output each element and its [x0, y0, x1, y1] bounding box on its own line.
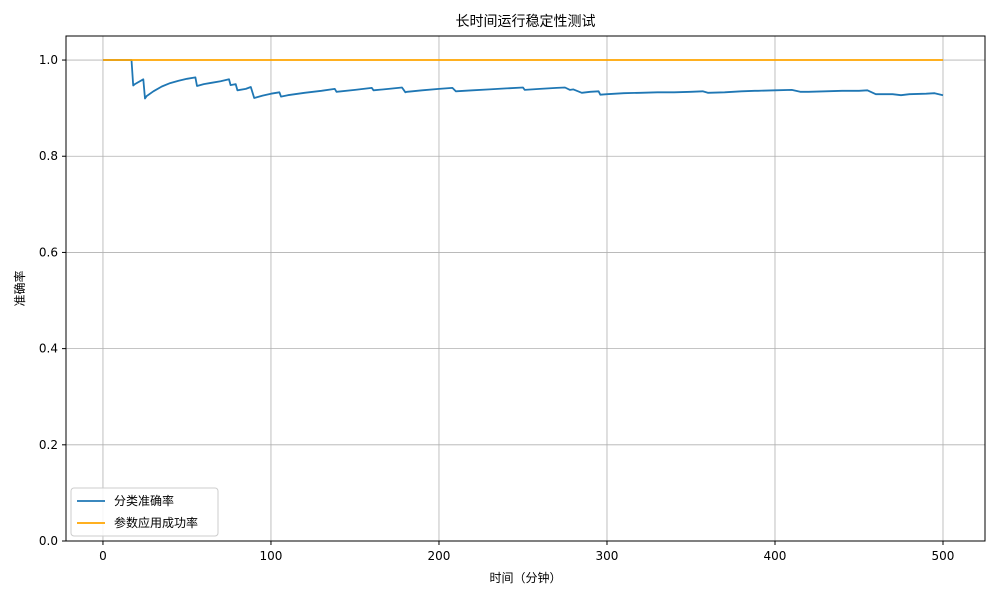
y-tick-label: 0.8	[39, 149, 58, 163]
series-line-0	[103, 59, 944, 100]
legend-entry: 参数应用成功率	[114, 515, 198, 530]
plot-frame	[65, 35, 986, 542]
x-tick-label: 0	[99, 549, 107, 563]
legend-entry: 分类准确率	[114, 493, 174, 508]
x-tick-label: 100	[260, 549, 283, 563]
x-tick-label: 500	[932, 549, 955, 563]
grid	[66, 36, 985, 542]
y-tick-label: 0.4	[39, 342, 58, 356]
y-tick-label: 0.6	[39, 245, 58, 259]
legend-box	[70, 487, 219, 537]
x-axis-label: 时间（分钟）	[489, 570, 561, 585]
series-layer	[103, 59, 944, 100]
y-tick-label: 0.2	[39, 438, 58, 452]
x-tick-label: 400	[764, 549, 787, 563]
x-tick-label: 200	[428, 549, 451, 563]
x-tick-label: 300	[596, 549, 619, 563]
y-tick-label: 1.0	[39, 53, 58, 67]
chart-title: 长时间运行稳定性测试	[456, 14, 596, 30]
y-axis-label: 准确率	[12, 270, 27, 306]
ticks: 0 100 200 300 400 500 0.0 0.2 0.4 0.6 0.8 1.0	[39, 53, 955, 563]
y-tick-label: 0.0	[39, 534, 58, 548]
